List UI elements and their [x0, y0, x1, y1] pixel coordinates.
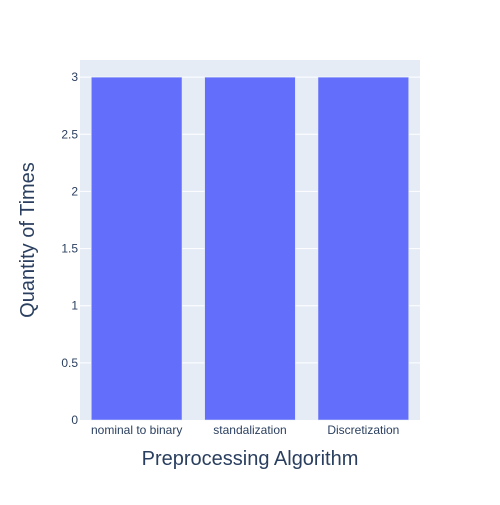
y-tick-label: 0 — [71, 413, 78, 427]
x-axis-title: Preprocessing Algorithm — [142, 448, 359, 470]
y-tick-label: 2 — [71, 184, 78, 198]
x-tick-label: Discretization — [327, 423, 399, 437]
x-tick-label: standalization — [213, 423, 286, 437]
y-tick-label: 0.5 — [61, 356, 78, 370]
y-tick-label: 1.5 — [61, 242, 78, 256]
y-tick-label: 2.5 — [61, 127, 78, 141]
bar — [91, 77, 182, 420]
y-axis-title: Quantity of Times — [17, 162, 39, 318]
bars — [91, 77, 408, 420]
bar — [205, 77, 296, 420]
y-axis-ticks: 0 0.5 1 1.5 2 2.5 3 — [61, 70, 78, 427]
y-tick-label: 3 — [71, 70, 78, 84]
bar — [318, 77, 409, 420]
x-tick-label: nominal to binary — [91, 423, 182, 437]
x-axis-ticks: nominal to binary standalization Discretiz… — [91, 423, 399, 437]
y-tick-label: 1 — [71, 299, 78, 313]
